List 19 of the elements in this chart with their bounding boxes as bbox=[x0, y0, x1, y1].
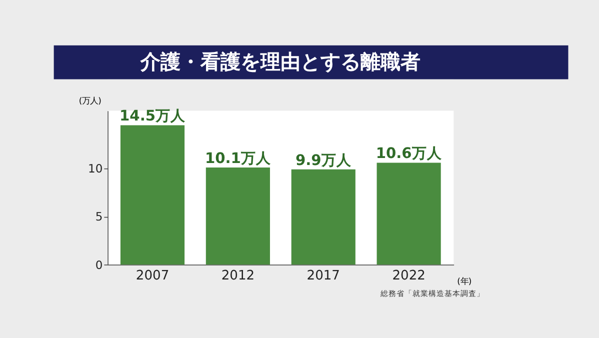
x-tick-label: 2017 bbox=[306, 268, 340, 284]
data-label: 10.6万人 bbox=[376, 145, 443, 162]
y-axis-title: (万人) bbox=[78, 95, 102, 106]
data-label: 10.1万人 bbox=[204, 150, 272, 167]
data-label: 14.5万人 bbox=[120, 108, 187, 125]
x-tick-label: 2022 bbox=[392, 268, 426, 284]
bar bbox=[120, 125, 185, 265]
data-label: 9.9万人 bbox=[295, 152, 352, 169]
y-tick-label: 10 bbox=[88, 162, 103, 176]
bar bbox=[206, 168, 270, 265]
y-tick-label: 0 bbox=[95, 258, 103, 272]
x-tick-label: 2012 bbox=[221, 268, 255, 284]
x-axis-title: (年) bbox=[457, 276, 472, 286]
y-tick-label: 5 bbox=[95, 210, 103, 224]
text: 総務省「就業構造基本調査」 bbox=[379, 289, 484, 298]
bar bbox=[291, 169, 356, 265]
x-tick-label: 2007 bbox=[136, 268, 170, 284]
chart-title: 介護・看護を理由とする離職者 bbox=[140, 50, 421, 74]
bar bbox=[376, 162, 441, 265]
